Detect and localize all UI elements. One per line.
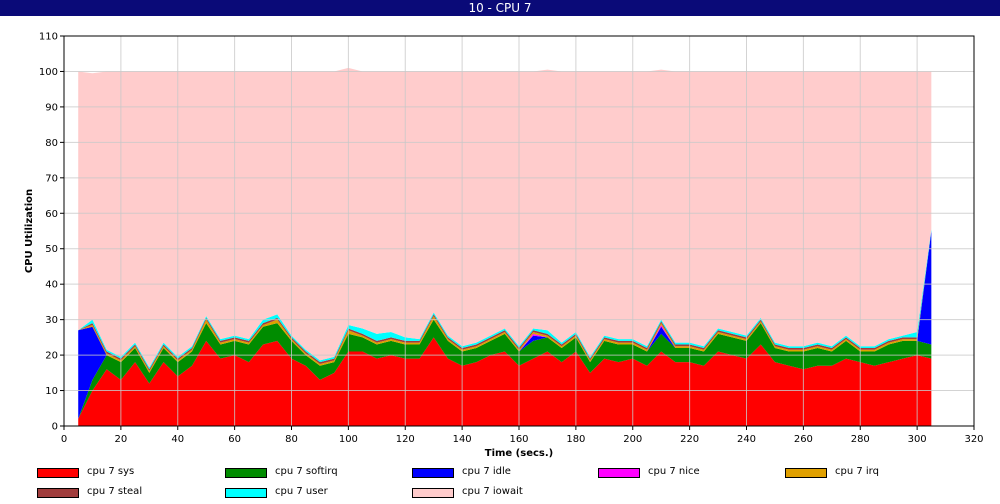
legend-swatch bbox=[37, 468, 79, 478]
x-tick-label: 260 bbox=[794, 434, 813, 445]
legend-swatch bbox=[598, 468, 640, 478]
chart-title-bar: 10 - CPU 7 bbox=[0, 0, 1000, 16]
y-tick-label: 110 bbox=[39, 32, 58, 43]
y-tick-label: 40 bbox=[45, 280, 58, 291]
x-tick-label: 60 bbox=[228, 434, 241, 445]
legend-item: cpu 7 sys bbox=[37, 466, 217, 480]
legend-label: cpu 7 user bbox=[275, 486, 328, 497]
y-tick-label: 20 bbox=[45, 351, 58, 362]
y-tick-label: 60 bbox=[45, 209, 58, 220]
legend-swatch bbox=[412, 468, 454, 478]
x-tick-label: 100 bbox=[339, 434, 358, 445]
y-tick-label: 50 bbox=[45, 244, 58, 255]
x-axis-label: Time (secs.) bbox=[485, 448, 554, 459]
x-tick-label: 120 bbox=[396, 434, 415, 445]
legend-item: cpu 7 iowait bbox=[412, 486, 592, 500]
legend-label: cpu 7 idle bbox=[462, 466, 511, 477]
y-tick-label: 80 bbox=[45, 138, 58, 149]
legend: cpu 7 sys cpu 7 softirq cpu 7 idle cpu 7 ni… bbox=[0, 462, 1000, 504]
y-tick-label: 100 bbox=[39, 67, 58, 78]
y-tick-label: 0 bbox=[52, 422, 58, 433]
legend-label: cpu 7 softirq bbox=[275, 466, 338, 477]
legend-item: cpu 7 idle bbox=[412, 466, 592, 480]
legend-item: cpu 7 steal bbox=[37, 486, 217, 500]
y-axis-ticks: 0 10 20 30 40 50 60 70 80 90 100 110 bbox=[39, 32, 64, 433]
x-tick-label: 320 bbox=[964, 434, 983, 445]
x-tick-label: 80 bbox=[285, 434, 298, 445]
x-tick-label: 160 bbox=[509, 434, 528, 445]
y-tick-label: 70 bbox=[45, 173, 58, 184]
x-tick-label: 220 bbox=[680, 434, 699, 445]
legend-swatch bbox=[412, 488, 454, 498]
x-tick-label: 280 bbox=[851, 434, 870, 445]
legend-label: cpu 7 iowait bbox=[462, 486, 523, 497]
legend-item: cpu 7 softirq bbox=[225, 466, 405, 480]
x-tick-label: 40 bbox=[171, 434, 184, 445]
legend-swatch bbox=[225, 468, 267, 478]
y-tick-label: 10 bbox=[45, 386, 58, 397]
x-tick-label: 240 bbox=[737, 434, 756, 445]
x-tick-label: 200 bbox=[623, 434, 642, 445]
legend-item: cpu 7 user bbox=[225, 486, 405, 500]
legend-label: cpu 7 nice bbox=[648, 466, 700, 477]
x-tick-label: 140 bbox=[453, 434, 472, 445]
x-tick-label: 180 bbox=[566, 434, 585, 445]
x-tick-label: 0 bbox=[61, 434, 67, 445]
x-tick-label: 300 bbox=[908, 434, 927, 445]
x-axis-ticks: 0 20 40 60 80 100 120 140 160 180 200 220 240 260 280 3… bbox=[61, 426, 984, 445]
cpu-utilization-chart: 0 20 40 60 80 100 120 140 160 180 200 220 240 260 280 3… bbox=[24, 32, 984, 460]
legend-label: cpu 7 sys bbox=[87, 466, 135, 477]
legend-label: cpu 7 steal bbox=[87, 486, 143, 497]
legend-item: cpu 7 nice bbox=[598, 466, 778, 480]
y-tick-label: 30 bbox=[45, 315, 58, 326]
legend-swatch bbox=[785, 468, 827, 478]
y-axis-label: CPU Utilization bbox=[24, 189, 35, 273]
legend-label: cpu 7 irq bbox=[835, 466, 879, 477]
x-tick-label: 20 bbox=[115, 434, 128, 445]
chart-title: 10 - CPU 7 bbox=[468, 1, 532, 15]
y-tick-label: 90 bbox=[45, 102, 58, 113]
legend-swatch bbox=[37, 488, 79, 498]
legend-item: cpu 7 irq bbox=[785, 466, 965, 480]
legend-swatch bbox=[225, 488, 267, 498]
